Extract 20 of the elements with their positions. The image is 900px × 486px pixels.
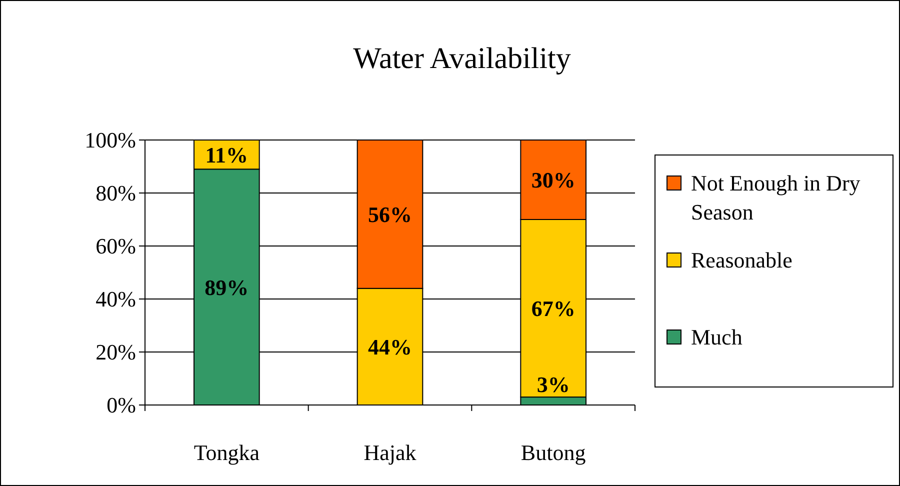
y-tick-label: 80%	[96, 180, 136, 206]
data-label: 3%	[536, 372, 570, 397]
data-label: 56%	[368, 202, 412, 227]
y-tick-label: 60%	[96, 234, 136, 259]
x-tick-label: Tongka	[194, 440, 260, 465]
data-label: 11%	[205, 142, 248, 168]
y-tick-label: 100%	[84, 128, 136, 153]
y-tick-label: 40%	[96, 286, 136, 312]
legend-label: Reasonable	[691, 248, 792, 273]
legend-label: Much	[691, 324, 742, 350]
data-label: 89%	[204, 274, 249, 300]
data-label: 44%	[368, 334, 412, 360]
data-label: 67%	[531, 296, 576, 321]
x-tick-label: Hajak	[364, 440, 416, 465]
legend-label: Not Enough in Dry Season	[691, 170, 860, 225]
y-tick-label: 20%	[96, 340, 136, 365]
chart-title: Water Availability	[353, 42, 571, 75]
x-tick-label: Butong	[520, 440, 586, 465]
y-tick-label: 0%	[106, 392, 136, 418]
data-label: 30%	[531, 167, 576, 192]
